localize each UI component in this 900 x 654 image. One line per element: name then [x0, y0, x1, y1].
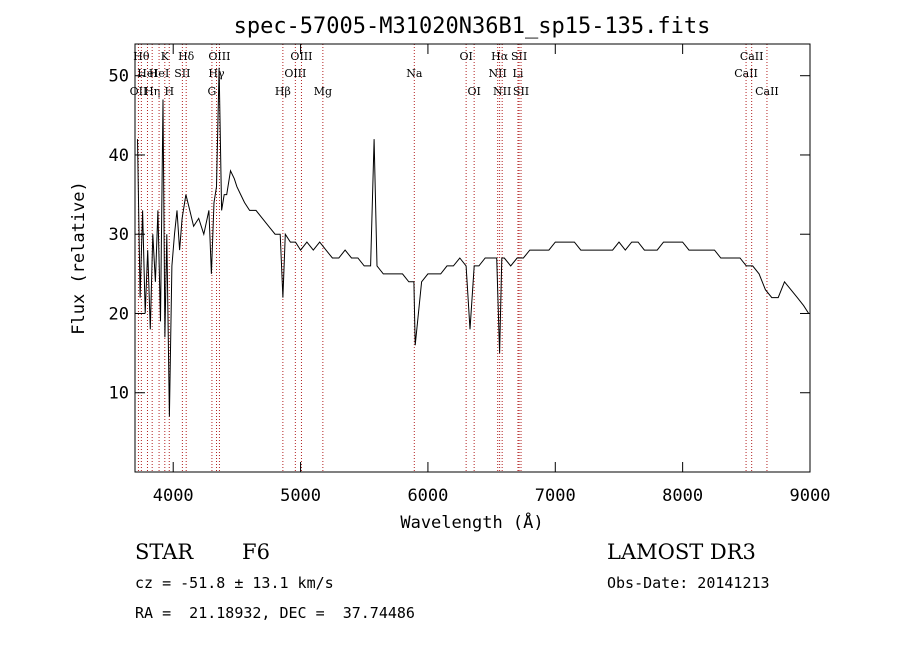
redshift-cz: cz = -51.8 ± 13.1 km/s — [135, 574, 334, 592]
line-marker-label-7: SII — [174, 67, 190, 80]
line-marker-label-12: Hβ — [275, 85, 291, 98]
line-marker-label-19: NII — [489, 67, 507, 80]
axes: 4000 5000 6000 7000 8000 9000 10 20 30 40 50 — [109, 44, 831, 506]
line-marker-label-4: HeI — [149, 67, 169, 80]
spectrum-line-0 — [137, 67, 810, 417]
line-marker-label-15: Mg — [314, 85, 332, 98]
x-tick-label-2: 6000 — [407, 486, 448, 506]
line-marker-label-11: OIII — [208, 50, 230, 63]
line-marker-label-18: OI — [467, 85, 480, 98]
line-marker-label-21: NII — [493, 85, 511, 98]
line-marker-label-17: OI — [459, 50, 472, 63]
plot-frame — [134, 43, 811, 473]
x-tick-label-0: 4000 — [153, 486, 194, 506]
y-tick-label-0: 10 — [109, 384, 129, 404]
x-tick-label-4: 8000 — [662, 486, 703, 506]
x-axis-label: Wavelength (Å) — [400, 511, 543, 533]
spectrum-series — [137, 67, 810, 417]
line-marker-label-6: H — [164, 85, 174, 98]
object-class: STAR — [135, 540, 194, 564]
line-marker-label-24: SII — [513, 85, 529, 98]
y-tick-label-3: 40 — [109, 146, 129, 166]
line-marker-label-5: K — [161, 50, 170, 63]
line-marker-label-22: Li — [513, 67, 524, 80]
line-marker-label-3: Hη — [144, 85, 160, 98]
line-marker-label-13: OIII — [284, 67, 306, 80]
line-marker-label-25: CaII — [734, 67, 758, 80]
y-axis-label: Flux (relative) — [69, 181, 89, 335]
survey-name: LAMOST DR3 — [607, 540, 756, 564]
line-marker-label-8: Hδ — [178, 50, 195, 63]
line-marker-label-20: Hα — [491, 50, 509, 63]
line-marker-label-16: Na — [406, 67, 423, 80]
line-marker-label-23: SII — [511, 50, 527, 63]
line-marker-label-26: CaII — [740, 50, 764, 63]
line-markers: HθHeIOIIHηHeIKHSIIHδGHγOIIIHβOIIIOIIIMgN… — [130, 44, 779, 472]
line-marker-label-9: G — [208, 85, 217, 98]
y-tick-label-1: 20 — [109, 304, 129, 324]
obs-date: Obs-Date: 20141213 — [607, 574, 770, 592]
chart-title: spec-57005-M31020N36B1_sp15-135.fits — [234, 14, 711, 39]
y-tick-label-4: 50 — [109, 67, 129, 87]
line-marker-label-14: OIII — [290, 50, 312, 63]
coordinates: RA = 21.18932, DEC = 37.74486 — [135, 604, 415, 622]
line-marker-label-10: Hγ — [208, 67, 225, 80]
line-marker-label-2: OII — [130, 85, 148, 98]
line-marker-label-27: CaII — [755, 85, 779, 98]
x-tick-label-3: 7000 — [535, 486, 576, 506]
subclass: F6 — [242, 540, 270, 564]
line-marker-label-0: Hθ — [133, 50, 150, 63]
x-tick-label-5: 9000 — [790, 486, 831, 506]
y-tick-label-2: 30 — [109, 225, 129, 245]
line-marker-label-1: HeI — [137, 67, 157, 80]
x-tick-label-1: 5000 — [280, 486, 321, 506]
